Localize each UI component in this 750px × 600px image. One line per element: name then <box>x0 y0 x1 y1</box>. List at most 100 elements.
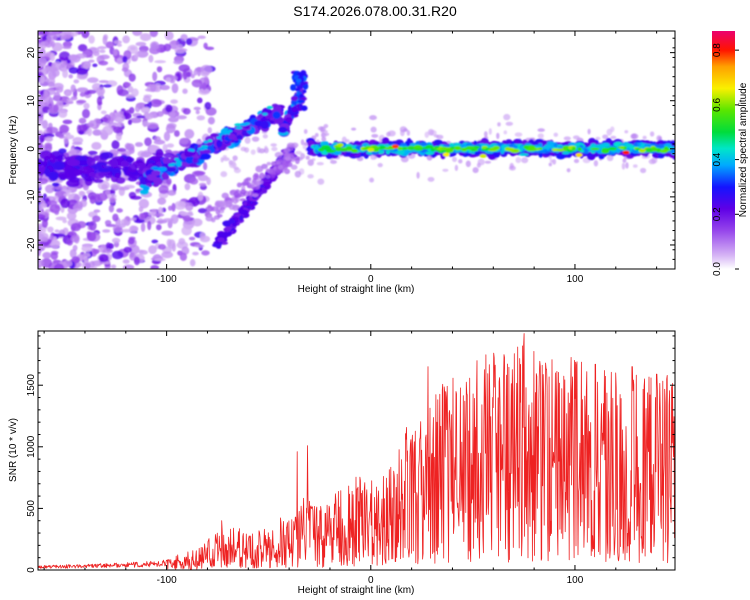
spectrogram-blob <box>239 189 247 195</box>
spectrogram-blob <box>149 31 158 38</box>
spectrogram-blob <box>62 41 73 48</box>
spectrogram-blob <box>199 235 211 243</box>
spectrogram-blob <box>41 119 49 129</box>
colorbar-tick-label: 0.8 <box>712 43 723 57</box>
spectrogram-blob <box>66 59 71 64</box>
spectrogram-blob <box>572 135 580 140</box>
spectrogram-blob <box>182 88 188 94</box>
spectrogram-blob <box>256 146 261 154</box>
spectrogram-blob <box>278 156 283 163</box>
spectrogram-blob <box>49 154 56 163</box>
spectrogram-blob <box>297 99 305 104</box>
spectrogram-blob <box>638 148 646 153</box>
spectrogram-blob <box>416 171 420 179</box>
spectrogram-ytick-label: 0 <box>26 146 37 152</box>
spectrogram-blob <box>283 147 291 154</box>
spectrogram-blob <box>125 109 132 113</box>
spectrogram-blob <box>351 148 358 153</box>
spectrogram-blob <box>173 130 180 137</box>
spectrogram-blob <box>120 160 130 168</box>
colorbar-gradient <box>712 31 735 269</box>
spectrogram-blob <box>117 89 129 97</box>
spectrogram-blob <box>138 212 145 221</box>
spectrogram-blob <box>321 132 327 138</box>
spectrogram-blob <box>192 157 199 164</box>
spectrogram-blob <box>42 106 50 114</box>
spectrogram-blob <box>190 148 195 152</box>
spectrogram-blob <box>93 172 105 179</box>
spectrogram-blob <box>262 188 268 194</box>
spectrogram-blob <box>233 204 241 209</box>
spectrogram-blob <box>284 168 291 175</box>
spectrogram-blob <box>454 145 462 151</box>
spectrogram-blob <box>70 84 76 93</box>
spectrogram-blob <box>433 139 443 145</box>
spectrogram-blob <box>71 31 79 37</box>
spectrogram-blob <box>86 89 97 94</box>
spectrogram-blob <box>89 195 96 204</box>
spectrogram-blob <box>185 202 194 211</box>
spectrogram-blob <box>121 67 129 72</box>
spectrogram-blob <box>155 224 162 231</box>
spectrogram-blob <box>259 172 265 180</box>
spectrogram-blob <box>72 244 78 252</box>
spectrogram-blob <box>92 63 98 68</box>
spectrogram-ytick-label: -10 <box>26 189 37 204</box>
spectrogram-blob <box>84 262 91 269</box>
spectrogram-blob <box>154 60 167 64</box>
spectrogram-blob <box>281 161 287 168</box>
spectrogram-blob <box>180 33 188 41</box>
spectrogram-blob <box>514 132 523 137</box>
spectrogram-blob <box>216 214 223 218</box>
snr-ytick-label: 1500 <box>26 374 37 397</box>
spectrogram-blob <box>131 88 139 97</box>
spectrogram-blob <box>88 220 97 231</box>
spectrogram-blob <box>505 121 514 126</box>
spectrogram-blob <box>140 151 152 158</box>
spectrogram-blob <box>191 218 203 227</box>
spectrogram-blob <box>227 218 236 224</box>
spectrogram-blob <box>520 145 525 151</box>
spectrogram-blob <box>317 178 325 185</box>
spectrogram-blob <box>51 61 63 71</box>
snr-frame <box>37 330 676 571</box>
spectrogram-blob <box>430 147 436 152</box>
spectrogram-blob <box>174 157 180 161</box>
spectrogram-blob <box>582 148 589 154</box>
spectrogram-blob <box>453 142 461 147</box>
spectrogram-blob <box>452 156 457 163</box>
spectrogram-blob <box>222 154 227 159</box>
snr-ylabel: SNR (10 * v/v) <box>8 418 19 482</box>
spectrogram-blob <box>262 112 268 116</box>
spectrogram-blob <box>150 155 161 161</box>
spectrogram-blob <box>183 215 191 222</box>
spectrogram-blob <box>497 122 501 127</box>
spectrogram-blob <box>113 113 125 123</box>
spectrogram-blob <box>228 133 236 140</box>
snr-xlabel: Height of straight line (km) <box>298 585 415 596</box>
spectrogram-xtick-label: 100 <box>567 274 584 285</box>
spectrogram-blob <box>268 169 277 174</box>
spectrogram-blob <box>39 150 53 160</box>
spectrogram-blob <box>151 239 159 244</box>
spectrogram-blob <box>134 52 139 60</box>
spectrogram-blob <box>106 67 115 71</box>
spectrogram-blob <box>290 96 299 101</box>
snr-ytick-label: 1000 <box>26 435 37 458</box>
spectrogram-blob <box>81 244 93 253</box>
spectrogram-blob <box>674 149 675 152</box>
spectrogram-blob <box>277 164 283 170</box>
spectrogram-blob <box>142 185 150 191</box>
spectrogram-blob <box>53 195 59 199</box>
spectrogram-blob <box>203 140 209 144</box>
spectrogram-blob <box>255 179 264 185</box>
spectrogram-blob <box>639 167 647 174</box>
spectrogram-blob <box>62 219 68 224</box>
spectrogram-blob <box>53 233 66 238</box>
spectrogram-blob <box>109 196 116 203</box>
spectrogram-blob <box>83 62 90 70</box>
spectrogram-blob <box>200 149 211 155</box>
spectrogram-blob <box>153 139 166 145</box>
spectrogram-blob <box>38 247 45 252</box>
spectrogram-blob <box>44 38 53 48</box>
